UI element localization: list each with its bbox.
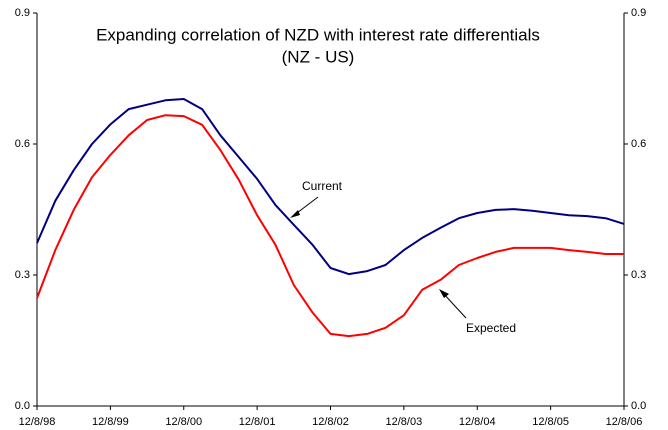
y-tick-label: 0.6 bbox=[15, 138, 30, 150]
line-series bbox=[36, 114, 624, 338]
x-tick-label: 12/8/06 bbox=[606, 416, 643, 428]
x-tick-label: 12/8/02 bbox=[312, 416, 349, 428]
arrowhead-expected bbox=[439, 289, 449, 298]
x-tick-label: 12/8/04 bbox=[459, 416, 496, 428]
annotation-current: Current bbox=[302, 179, 343, 193]
line-series bbox=[36, 98, 625, 276]
x-tick-label: 12/8/99 bbox=[92, 416, 129, 428]
annotation-expected: Expected bbox=[466, 321, 516, 335]
x-tick-label: 12/8/05 bbox=[532, 416, 569, 428]
x-tick-label: 12/8/03 bbox=[386, 416, 423, 428]
x-tick-label: 12/8/01 bbox=[239, 416, 276, 428]
y2-tick-label: 0.6 bbox=[631, 138, 646, 150]
chart-title: Expanding correlation of NZD with intere… bbox=[96, 25, 540, 44]
y-tick-label: 0.3 bbox=[15, 269, 30, 281]
x-tick-label: 12/8/98 bbox=[19, 416, 56, 428]
y2-tick-label: 0.3 bbox=[631, 269, 646, 281]
y-tick-label: 0.9 bbox=[15, 7, 30, 19]
y2-tick-label: 0.9 bbox=[631, 7, 646, 19]
y-tick-label: 0.0 bbox=[15, 400, 30, 412]
x-tick-label: 12/8/00 bbox=[165, 416, 202, 428]
chart-subtitle: (NZ - US) bbox=[282, 47, 355, 66]
arrowhead-current bbox=[290, 210, 300, 218]
y2-tick-label: 0.0 bbox=[631, 400, 646, 412]
